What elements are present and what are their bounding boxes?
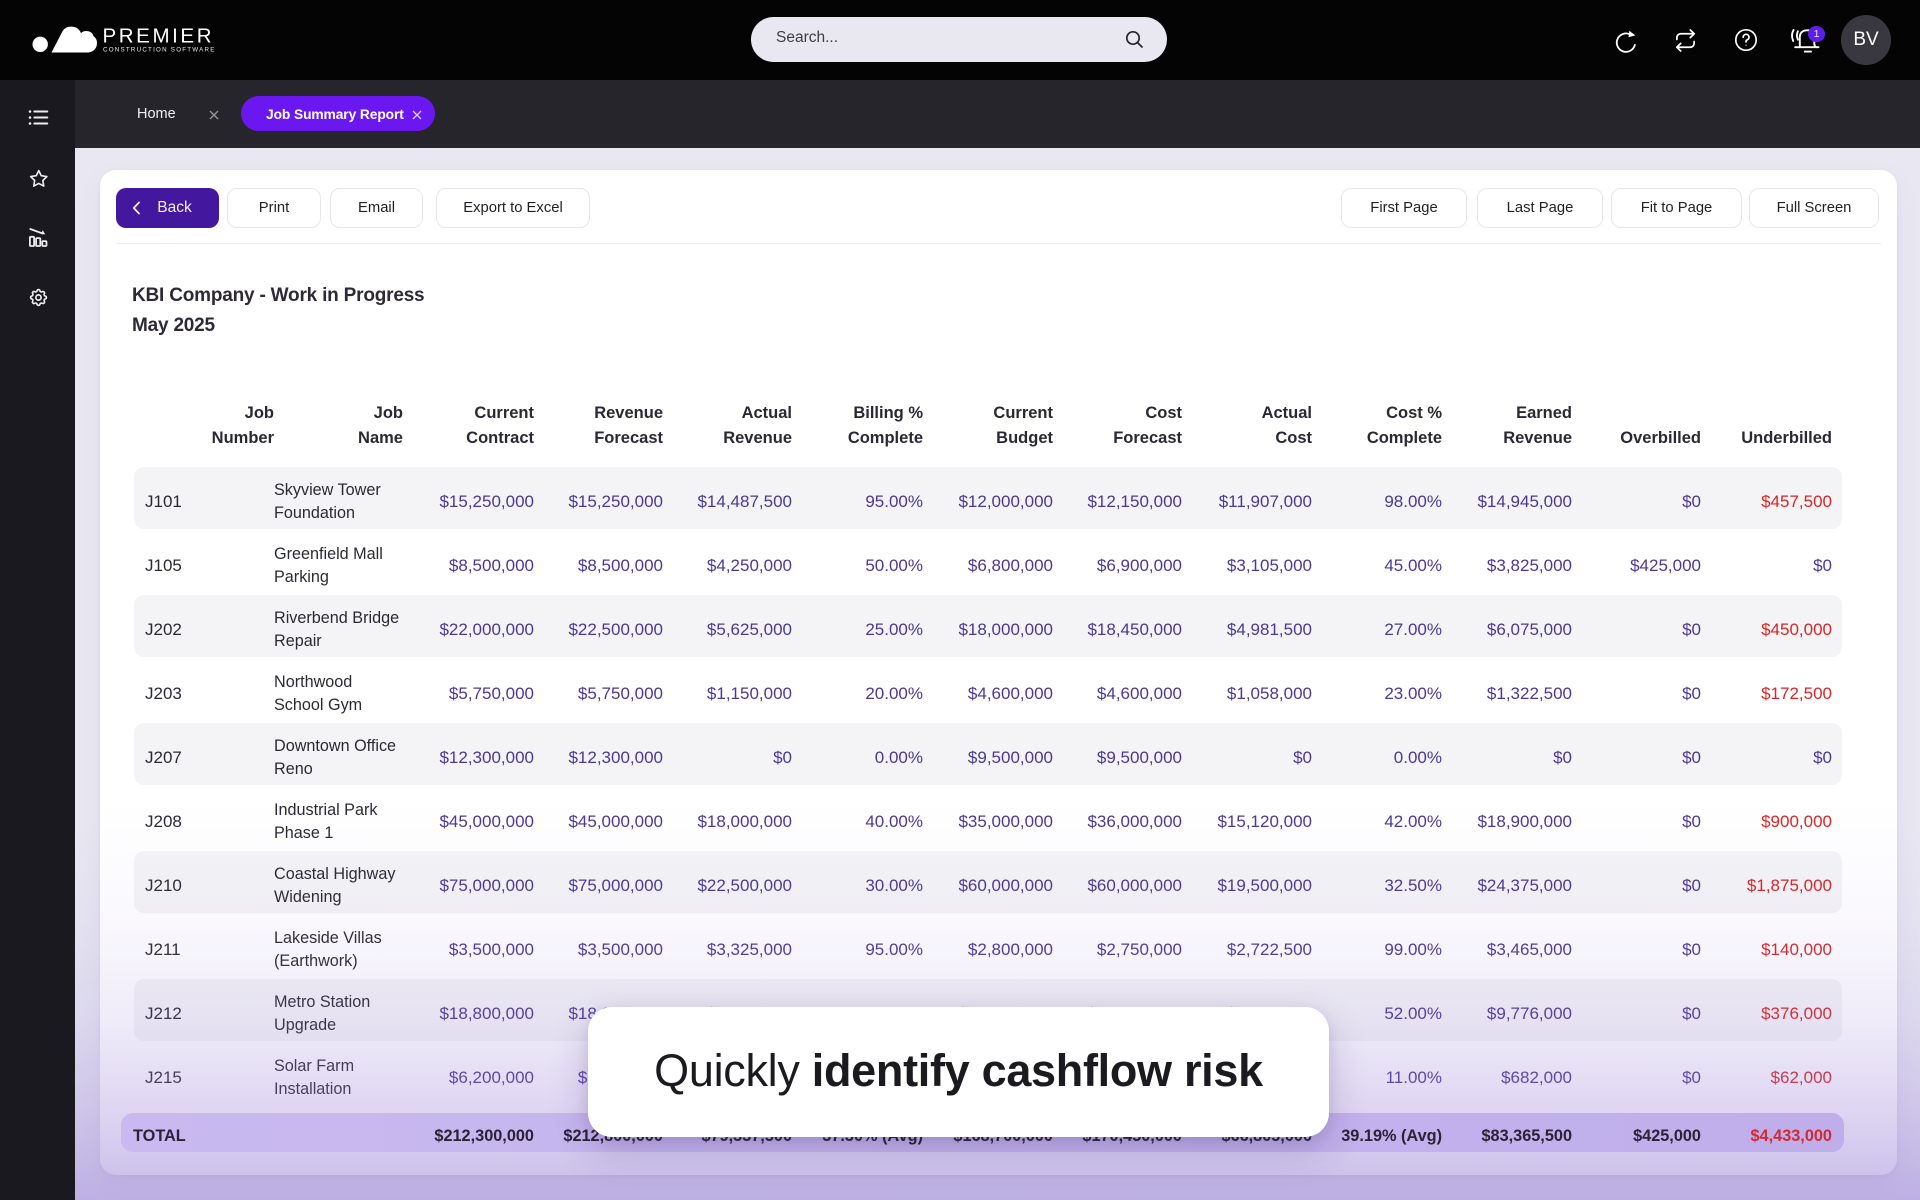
svg-text:PREMIER: PREMIER xyxy=(103,24,215,47)
svg-text:CONSTRUCTION SOFTWARE: CONSTRUCTION SOFTWARE xyxy=(103,46,216,53)
